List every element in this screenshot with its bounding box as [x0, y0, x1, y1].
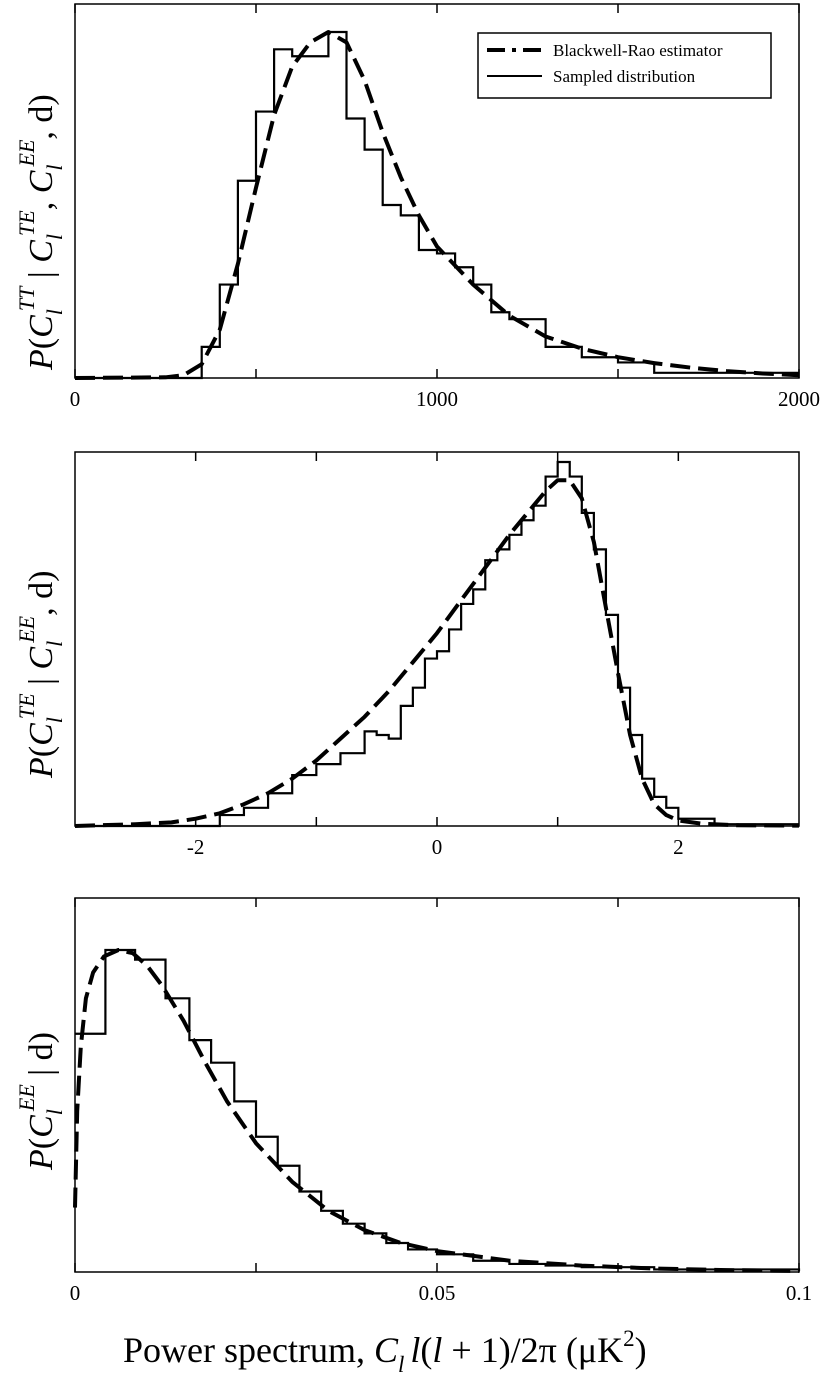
panel1-ylabel-sub3: l	[42, 164, 67, 170]
panel1-ylabel-sup1: TT	[14, 285, 39, 311]
xlabel-sup2: 2	[623, 1326, 635, 1351]
panel2-ylabel-bar: |	[23, 670, 60, 694]
panel-1-tick-label: 0	[70, 387, 81, 411]
panel-3: 0 0.05 0.1	[70, 897, 812, 1305]
panel3-ylabel-c1: C	[23, 1115, 60, 1138]
panel-1-sampled-distribution-line	[75, 30, 799, 380]
panel2-ylabel-sub1: l	[42, 717, 67, 723]
panel1-ylabel-sub1: l	[42, 309, 67, 315]
panel-2-tick-label: 0	[432, 835, 443, 859]
panel1-ylabel-c3: C	[23, 170, 60, 193]
panel1-ylabel-bar: |	[23, 263, 60, 287]
panel2-ylabel-c2: C	[23, 647, 60, 670]
panel2-ylabel-p: P	[23, 757, 60, 779]
panel-1: 0 1000 2000	[70, 3, 820, 411]
xlabel-prefix: Power spectrum,	[123, 1330, 374, 1370]
panel-2-sampled-distribution-line	[75, 460, 799, 828]
panel-3-tick-label: 0.1	[786, 1281, 812, 1305]
panel-1-tick-label: 1000	[416, 387, 458, 411]
panel1-ylabel-open: (	[23, 338, 60, 349]
panel3-ylabel-p: P	[23, 1149, 60, 1171]
panel1-ylabel-c1: C	[23, 315, 60, 338]
panel-3-sampled-distribution-line	[75, 948, 801, 1272]
panel2-ylabel-sub2: l	[42, 641, 67, 647]
panel2-ylabel-sup2: EE	[14, 615, 39, 643]
panel2-ylabel-c1: C	[23, 723, 60, 746]
panel-2: -2 0 2	[74, 451, 800, 859]
panel3-ylabel-open: (	[23, 1138, 60, 1149]
panel-3-frame	[74, 897, 800, 1273]
xlabel-mid2: + 1)/2π (μK	[442, 1330, 623, 1370]
panel3-ylabel-sup1: EE	[14, 1084, 39, 1112]
xlabel-c: C	[374, 1330, 399, 1370]
panel3-ylabel-sub1: l	[42, 1109, 67, 1115]
panel-2-blackwell-rao-line	[74, 478, 800, 828]
x-axis-label: Power spectrum, Cl l(l + 1)/2π (μK2)	[123, 1326, 647, 1377]
panel1-ylabel-sup2: TE	[14, 210, 39, 236]
panel2-ylabel-sup1: TE	[14, 693, 39, 719]
panel1-ylabel-sup3: EE	[14, 139, 39, 167]
panel-3-tick-label: 0	[70, 1281, 81, 1305]
panel2-ylabel-open: (	[23, 746, 60, 757]
xlabel-mid1: (	[420, 1330, 432, 1370]
panel2-ylabel-comma1: , d)	[23, 571, 60, 616]
panel3-ylabel: P(ClEE | d)	[14, 1032, 67, 1171]
panel-1-tick-label: 2000	[778, 387, 820, 411]
panel1-ylabel-comma1: ,	[23, 193, 60, 210]
panel-2-tick-label: -2	[187, 835, 205, 859]
panel1-ylabel-comma2: , d)	[23, 94, 60, 139]
xlabel-end: )	[635, 1330, 647, 1370]
legend-label-sampled: Sampled distribution	[553, 67, 696, 86]
panel1-ylabel-sub2: l	[42, 234, 67, 240]
panel-2-frame	[74, 451, 800, 827]
panel-3-blackwell-rao-line	[73, 948, 800, 1273]
legend-label-blackwell-rao: Blackwell-Rao estimator	[553, 41, 723, 60]
legend: Blackwell-Rao estimator Sampled distribu…	[477, 32, 772, 99]
panel1-ylabel: P(ClTT | ClTE, ClEE, d)	[14, 94, 67, 371]
legend-box	[477, 32, 772, 99]
panel1-ylabel-p: P	[23, 349, 60, 371]
panel2-ylabel: P(ClTE | ClEE, d)	[14, 571, 67, 779]
panel-3-tick-label: 0.05	[419, 1281, 456, 1305]
panel-2-tick-label: 2	[673, 835, 684, 859]
xlabel-sub-l: l	[398, 1352, 404, 1377]
panel1-ylabel-c2: C	[23, 240, 60, 263]
panel3-ylabel-bar: | d)	[23, 1032, 60, 1084]
xlabel-l2: l	[432, 1330, 442, 1370]
xlabel-l1: l	[410, 1330, 420, 1370]
